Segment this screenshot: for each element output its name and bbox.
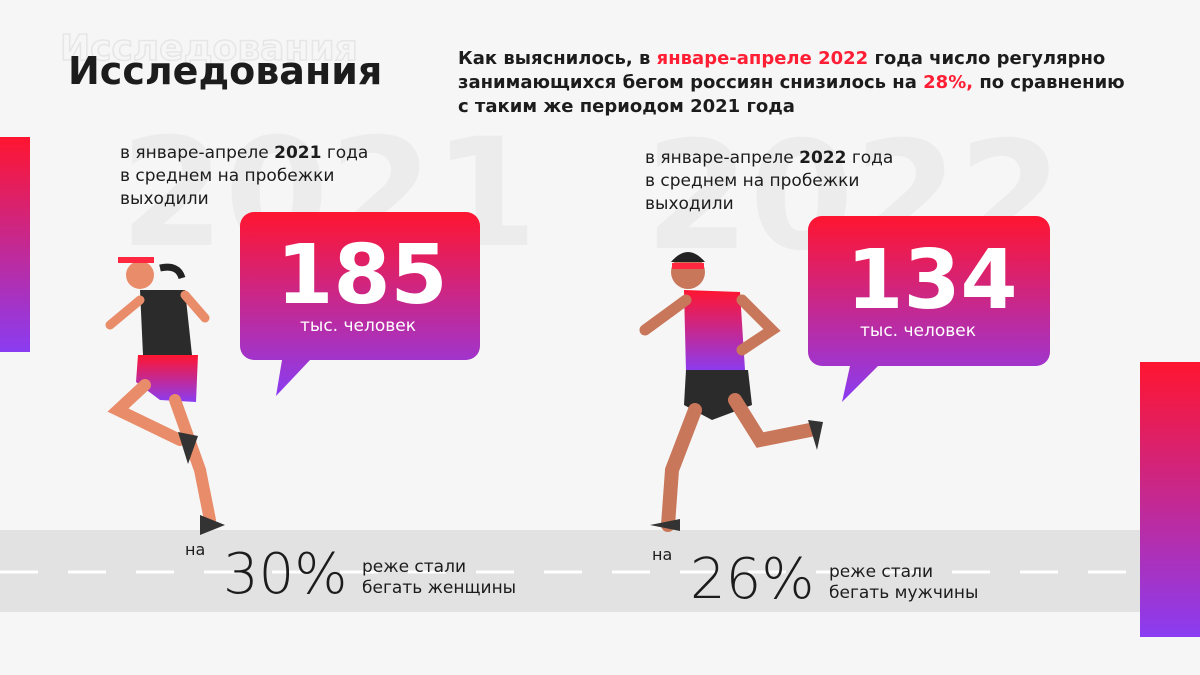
unit: тыс. человек: [860, 321, 976, 341]
caption: в январе-апреле 2022 года: [645, 148, 893, 168]
woman-runner: [105, 257, 225, 535]
decline-percent: 26%: [690, 547, 814, 612]
big-number: 134: [846, 233, 1017, 328]
decline-percent: 30%: [223, 542, 347, 607]
decline-line: бегать мужчины: [829, 583, 978, 603]
speech-bubble: [240, 212, 480, 396]
headline-segment: года число регулярно: [868, 48, 1105, 69]
decline-line: реже стали: [362, 557, 466, 577]
caption-year: 2022: [799, 148, 846, 168]
headline-segment: по сравнению: [973, 72, 1125, 93]
decline-prefix: на: [185, 540, 205, 559]
decline-line: бегать женщины: [362, 578, 516, 598]
headline: Как выяснилось, в январе-апреле 2022 год…: [458, 48, 1125, 117]
unit: тыс. человек: [300, 316, 416, 336]
decline-line: реже стали: [829, 562, 933, 582]
headline-segment: 28%,: [923, 72, 973, 93]
caption-line: в среднем на пробежки: [645, 171, 859, 191]
caption-line: в среднем на пробежки: [120, 166, 334, 186]
caption: в январе-апреле 2021 года: [120, 143, 368, 163]
accent-bar: [1140, 362, 1200, 637]
decline-prefix: на: [652, 545, 672, 564]
caption-text: в январе-апреле: [120, 143, 274, 163]
caption-text: года: [846, 148, 893, 168]
speech-bubble: [808, 216, 1050, 402]
headline-segment: январе-апреле 2022: [657, 48, 869, 69]
road: [0, 530, 1200, 612]
accent-bar: [0, 137, 30, 352]
caption-text: в январе-апреле: [645, 148, 799, 168]
man-runner: [639, 252, 823, 532]
caption-text: года: [321, 143, 368, 163]
caption-year: 2021: [274, 143, 321, 163]
title-shadow: Исследования: [60, 28, 358, 69]
title: Исследования: [68, 49, 382, 93]
headline-segment: занимающихся бегом россиян снизилось на: [458, 72, 923, 93]
caption-line: выходили: [120, 189, 209, 209]
caption-line: выходили: [645, 194, 734, 214]
headline-segment: с таким же периодом 2021 года: [458, 96, 795, 117]
headline-segment: Как выяснилось, в: [458, 48, 657, 69]
big-number: 185: [276, 228, 447, 323]
